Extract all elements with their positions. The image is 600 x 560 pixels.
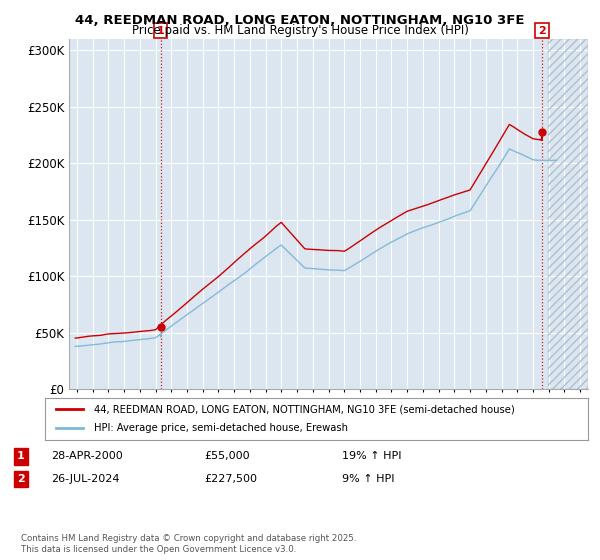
Text: Price paid vs. HM Land Registry's House Price Index (HPI): Price paid vs. HM Land Registry's House … — [131, 24, 469, 37]
Text: 2: 2 — [538, 26, 546, 36]
Text: £55,000: £55,000 — [204, 451, 250, 461]
Text: 1: 1 — [157, 26, 164, 36]
Text: 26-JUL-2024: 26-JUL-2024 — [51, 474, 119, 484]
Text: 44, REEDMAN ROAD, LONG EATON, NOTTINGHAM, NG10 3FE (semi-detached house): 44, REEDMAN ROAD, LONG EATON, NOTTINGHAM… — [94, 404, 515, 414]
Text: 44, REEDMAN ROAD, LONG EATON, NOTTINGHAM, NG10 3FE: 44, REEDMAN ROAD, LONG EATON, NOTTINGHAM… — [75, 14, 525, 27]
Text: 19% ↑ HPI: 19% ↑ HPI — [342, 451, 401, 461]
Bar — [548, 39, 588, 389]
Text: 9% ↑ HPI: 9% ↑ HPI — [342, 474, 395, 484]
Text: HPI: Average price, semi-detached house, Erewash: HPI: Average price, semi-detached house,… — [94, 423, 348, 433]
Bar — [548, 39, 588, 389]
Text: 28-APR-2000: 28-APR-2000 — [51, 451, 123, 461]
Text: 1: 1 — [17, 451, 25, 461]
Text: Contains HM Land Registry data © Crown copyright and database right 2025.
This d: Contains HM Land Registry data © Crown c… — [21, 534, 356, 554]
Text: £227,500: £227,500 — [204, 474, 257, 484]
Text: 2: 2 — [17, 474, 25, 484]
